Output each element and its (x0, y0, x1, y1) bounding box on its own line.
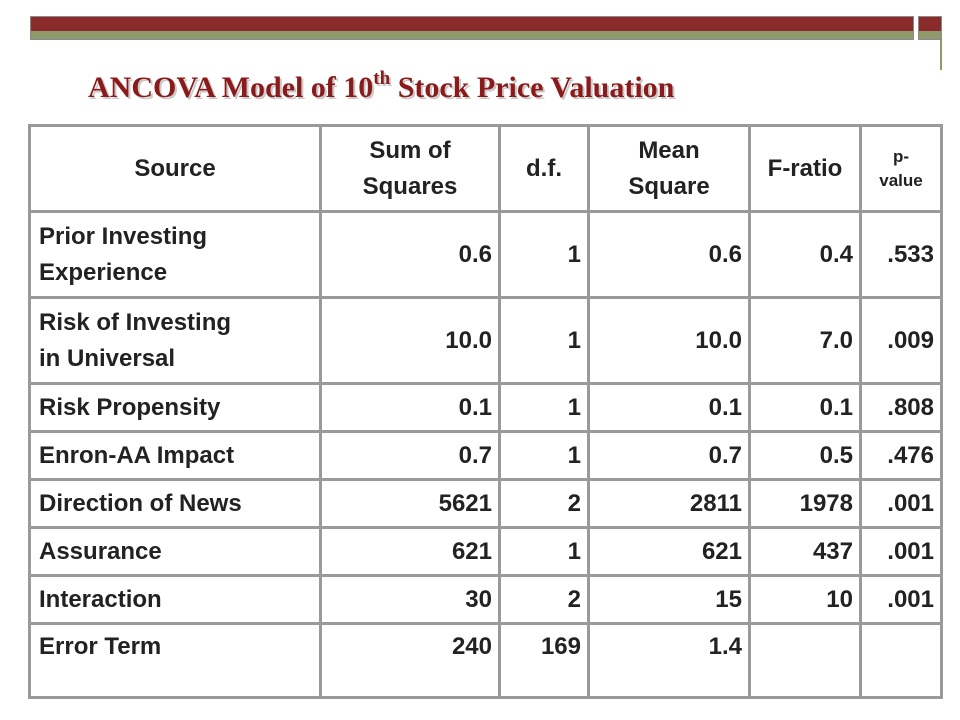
title-text: ANCOVA Model of 10th Stock Price Valuati… (88, 68, 675, 106)
cell-p-value: .808 (859, 382, 943, 433)
cell-sum-of-squares: 5621 (319, 478, 501, 529)
row-source: Interaction (28, 574, 322, 625)
cell-f-ratio: 0.5 (748, 430, 862, 481)
cell-f-ratio: 1978 (748, 478, 862, 529)
cell-mean-square: 621 (587, 526, 751, 577)
header-df: d.f. (498, 124, 590, 213)
row-source: Prior Investing Experience (28, 210, 322, 299)
decorative-corner-square (918, 16, 942, 40)
cell-mean-square: 1.4 (587, 622, 751, 699)
header-f-ratio: F-ratio (748, 124, 862, 213)
cell-df: 1 (498, 526, 590, 577)
cell-sum-of-squares: 0.1 (319, 382, 501, 433)
row-source: Assurance (28, 526, 322, 577)
header-row: Source Sum of Squares d.f. Mean Square F-r… (28, 124, 943, 213)
header-p-value: p-value (859, 124, 943, 213)
decorative-side-line (940, 40, 942, 70)
cell-df: 2 (498, 478, 590, 529)
table-row: Prior Investing Experience 0.6 1 0.6 0.4 … (28, 210, 943, 299)
cell-p-value: .001 (859, 478, 943, 529)
table-row: Risk of Investing in Universal 10.0 1 10.… (28, 296, 943, 385)
cell-sum-of-squares: 0.7 (319, 430, 501, 481)
title-shadow: ANCOVA Model of 10th Stock Price Valuati… (90, 70, 677, 106)
cell-sum-of-squares: 30 (319, 574, 501, 625)
cell-p-value: .009 (859, 296, 943, 385)
table-row: Interaction 30 2 15 10 .001 (28, 574, 943, 625)
cell-f-ratio: 7.0 (748, 296, 862, 385)
ancova-table: Source Sum of Squares d.f. Mean Square F-r… (28, 124, 943, 699)
corner-olive-band (919, 31, 941, 39)
cell-p-value: .001 (859, 574, 943, 625)
row-source: Risk Propensity (28, 382, 322, 433)
row-source: Error Term (28, 622, 322, 699)
title-main: ANCOVA Model of 10 (88, 71, 374, 104)
cell-p-value (859, 622, 943, 699)
cell-df: 1 (498, 210, 590, 299)
cell-sum-of-squares: 621 (319, 526, 501, 577)
slide-title: ANCOVA Model of 10th Stock Price Valuati… (0, 68, 960, 106)
cell-df: 1 (498, 430, 590, 481)
cell-f-ratio: 437 (748, 526, 862, 577)
cell-mean-square: 0.1 (587, 382, 751, 433)
top-bar-maroon-band (31, 17, 913, 31)
row-source: Risk of Investing in Universal (28, 296, 322, 385)
cell-df: 1 (498, 296, 590, 385)
header-sum-of-squares: Sum of Squares (319, 124, 501, 213)
cell-mean-square: 10.0 (587, 296, 751, 385)
header-mean-square: Mean Square (587, 124, 751, 213)
cell-df: 169 (498, 622, 590, 699)
cell-f-ratio (748, 622, 862, 699)
top-bar-olive-band (31, 31, 913, 39)
cell-f-ratio: 0.1 (748, 382, 862, 433)
cell-df: 2 (498, 574, 590, 625)
corner-maroon-band (919, 17, 941, 31)
cell-df: 1 (498, 382, 590, 433)
cell-mean-square: 0.7 (587, 430, 751, 481)
cell-p-value: .533 (859, 210, 943, 299)
table-row: Risk Propensity 0.1 1 0.1 0.1 .808 (28, 382, 943, 433)
table-row: Error Term 240 169 1.4 (28, 622, 943, 699)
table-row: Assurance 621 1 621 437 .001 (28, 526, 943, 577)
cell-f-ratio: 10 (748, 574, 862, 625)
table-row: Direction of News 5621 2 2811 1978 .001 (28, 478, 943, 529)
row-source: Enron-AA Impact (28, 430, 322, 481)
cell-mean-square: 0.6 (587, 210, 751, 299)
header-source: Source (28, 124, 322, 213)
decorative-top-bar (30, 16, 914, 40)
cell-sum-of-squares: 10.0 (319, 296, 501, 385)
table-row: Enron-AA Impact 0.7 1 0.7 0.5 .476 (28, 430, 943, 481)
cell-sum-of-squares: 0.6 (319, 210, 501, 299)
cell-p-value: .476 (859, 430, 943, 481)
title-superscript: th (373, 68, 391, 89)
cell-mean-square: 15 (587, 574, 751, 625)
cell-p-value: .001 (859, 526, 943, 577)
row-source: Direction of News (28, 478, 322, 529)
title-rest: Stock Price Valuation (390, 71, 675, 104)
cell-sum-of-squares: 240 (319, 622, 501, 699)
cell-f-ratio: 0.4 (748, 210, 862, 299)
cell-mean-square: 2811 (587, 478, 751, 529)
